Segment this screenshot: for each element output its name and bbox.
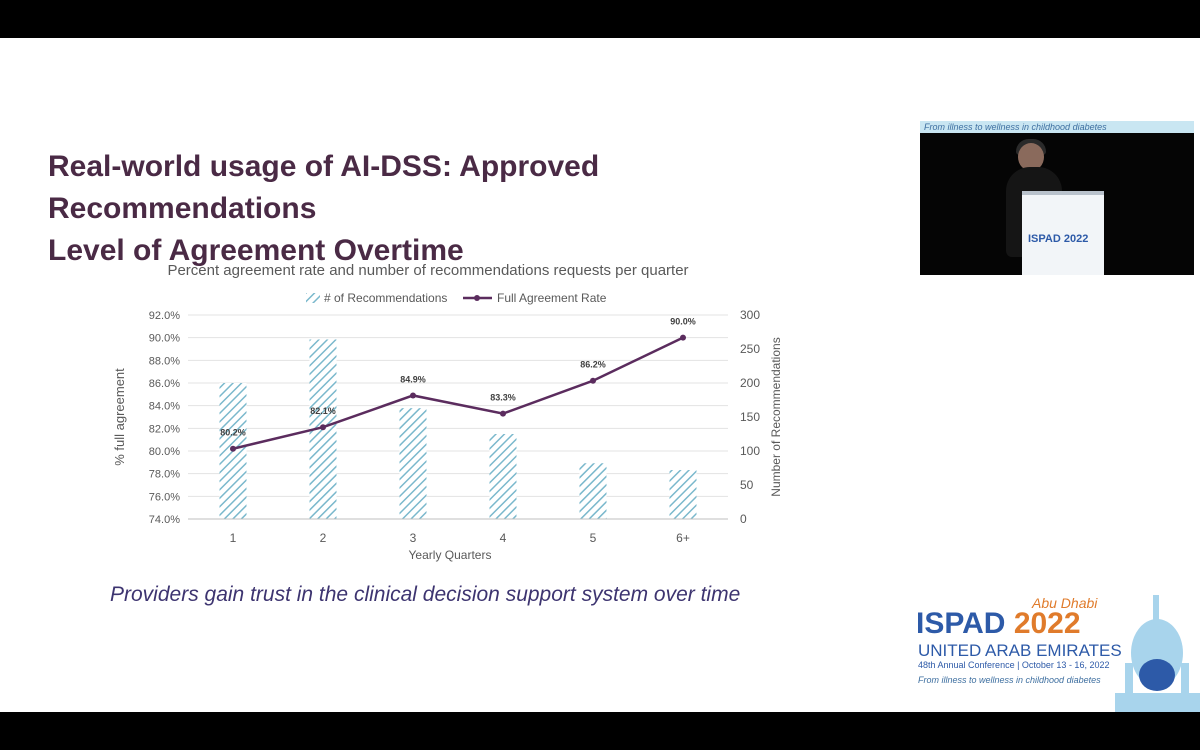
mosque-icon [1115, 595, 1200, 712]
left-tick-label: 90.0% [149, 333, 180, 345]
bar [489, 434, 517, 519]
logo-year: 2022 [1013, 607, 1081, 640]
right-tick-label: 300 [740, 308, 760, 322]
video-banner: From illness to wellness in childhood di… [920, 121, 1194, 133]
x-tick-label: 6+ [676, 531, 690, 545]
agreement-point [590, 377, 596, 384]
x-tick-label: 1 [230, 531, 237, 545]
logo-tagline: From illness to wellness in childhood di… [918, 675, 1101, 685]
logo-country: UNITED ARAB EMIRATES [918, 641, 1122, 660]
right-tick-label: 0 [740, 512, 747, 526]
right-tick-label: 150 [740, 410, 760, 424]
title-line2: Level of Agreement Overtime [48, 234, 464, 267]
ispad-logo: Abu Dhabi ISPAD 2022 UNITED ARAB EMIRATE… [910, 593, 1200, 712]
podium-logo-text: ISPAD 2022 [1028, 233, 1089, 245]
slide-title: Real-world usage of AI-DSS: Approved Rec… [48, 146, 868, 272]
left-tick-label: 76.0% [149, 491, 180, 503]
y-left-axis-title: % full agreement [112, 368, 127, 466]
agreement-line [232, 336, 684, 450]
legend-line-marker [474, 295, 480, 301]
data-label: 84.9% [400, 374, 426, 384]
left-tick-label: 88.0% [149, 355, 180, 367]
left-tick-label: 80.0% [149, 446, 180, 458]
data-label: 83.3% [490, 393, 516, 403]
speaker-head [1018, 143, 1044, 171]
chart-title: Percent agreement rate and number of rec… [167, 262, 688, 279]
agreement-point [410, 392, 416, 399]
x-tick-label: 2 [320, 531, 327, 545]
podium: ISPAD 2022 [1022, 191, 1104, 275]
right-tick-label: 200 [740, 376, 760, 390]
right-tick-label: 50 [740, 478, 754, 492]
data-label: 82.1% [310, 406, 336, 416]
logo-name: ISPAD [916, 607, 1006, 640]
left-tick-label: 92.0% [149, 310, 180, 322]
title-plain: Real-world usage of AI-DSS: [48, 150, 460, 183]
left-tick-label: 86.0% [149, 378, 180, 390]
bar [579, 463, 607, 519]
agreement-point [500, 410, 506, 417]
left-tick-label: 78.0% [149, 469, 180, 481]
agreement-point [320, 424, 326, 431]
x-tick-label: 5 [590, 531, 597, 545]
title-bold: Approved Recommendations [48, 150, 600, 225]
legend-line-label: Full Agreement Rate [497, 291, 607, 305]
agreement-point [230, 445, 236, 452]
logo-city: Abu Dhabi [1032, 595, 1098, 611]
bar [669, 470, 697, 519]
legend-bar-swatch [306, 293, 320, 303]
x-tick-label: 4 [500, 531, 507, 545]
left-tick-label: 82.0% [149, 423, 180, 435]
data-label: 86.2% [580, 360, 606, 370]
agreement-point [680, 334, 686, 341]
combo-chart: Percent agreement rate and number of rec… [112, 262, 783, 562]
slide: Real-world usage of AI-DSS: Approved Rec… [0, 38, 1200, 712]
logo-conference: 48th Annual Conference | October 13 - 16… [918, 660, 1110, 670]
right-tick-label: 250 [740, 342, 760, 356]
data-label: 80.2% [220, 428, 246, 438]
data-label: 90.0% [670, 317, 696, 327]
left-tick-label: 74.0% [149, 514, 180, 526]
bar [399, 408, 427, 519]
x-tick-label: 3 [410, 531, 417, 545]
logo-main: ISPAD 2022 [916, 607, 1081, 641]
left-tick-label: 84.0% [149, 401, 180, 413]
x-axis-title: Yearly Quarters [409, 548, 492, 562]
y-right-axis-title: Number of Recommendations [769, 337, 783, 496]
slide-caption: Providers gain trust in the clinical dec… [110, 583, 741, 606]
right-tick-label: 100 [740, 444, 760, 458]
speaker-video: From illness to wellness in childhood di… [920, 121, 1194, 275]
legend-bar-label: # of Recommendations [324, 291, 447, 305]
